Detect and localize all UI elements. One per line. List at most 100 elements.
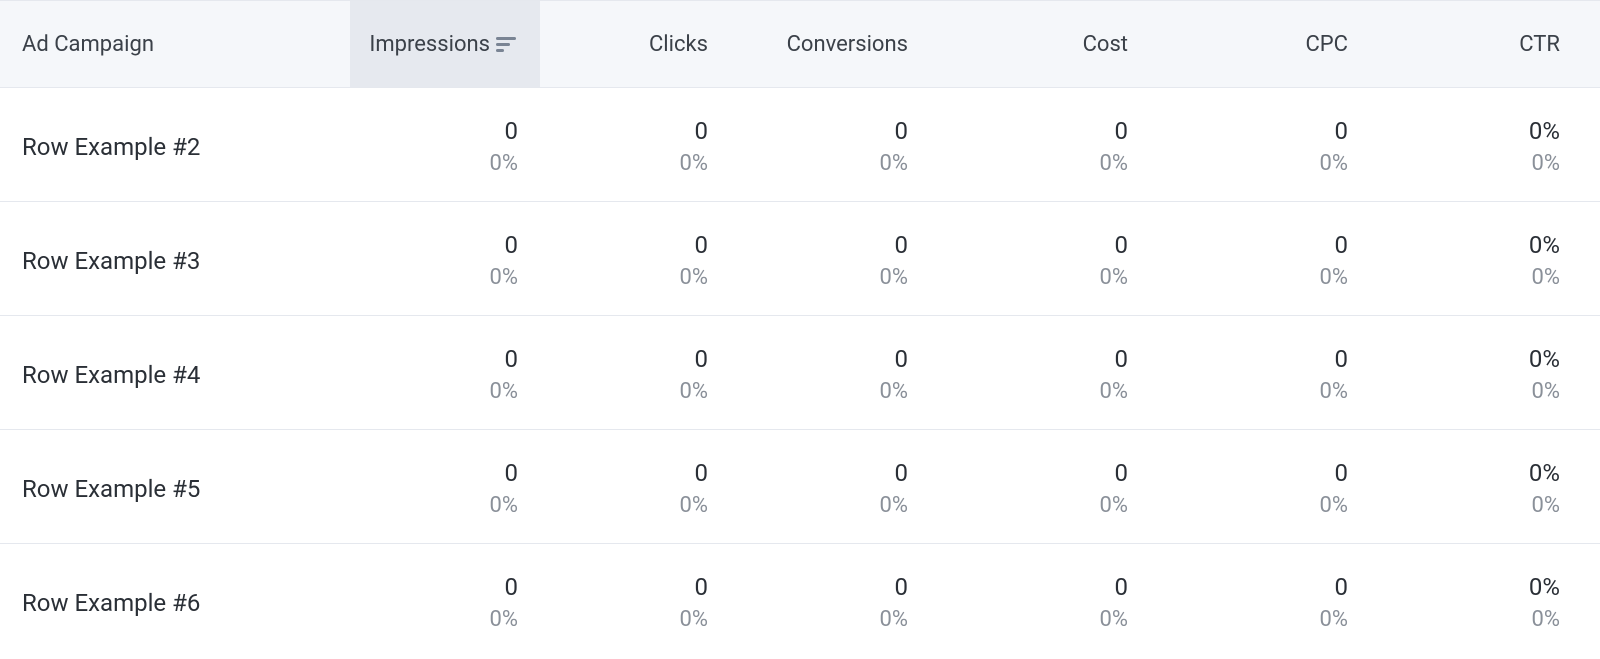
metric-value: 0 xyxy=(1115,458,1129,488)
table-row[interactable]: Row Example #3 0 0% 0 0% 0 0% 0 0% 0 0% xyxy=(0,202,1600,316)
cell-impressions: 0 0% xyxy=(350,544,540,658)
column-header-ctr[interactable]: CTR xyxy=(1370,1,1600,87)
metric-delta: 0% xyxy=(1320,378,1348,406)
campaign-name: Row Example #6 xyxy=(22,588,200,618)
cell-ctr: 0% 0% xyxy=(1370,430,1600,543)
metric-value: 0 xyxy=(1335,116,1349,146)
cell-campaign: Row Example #3 xyxy=(0,202,350,315)
cell-ctr: 0% 0% xyxy=(1370,202,1600,315)
metric-value: 0 xyxy=(505,344,519,374)
metric-delta: 0% xyxy=(490,492,518,520)
table-row[interactable]: Row Example #5 0 0% 0 0% 0 0% 0 0% 0 0% xyxy=(0,430,1600,544)
metric-value: 0% xyxy=(1529,344,1560,374)
metric-delta: 0% xyxy=(1100,606,1128,634)
cell-cpc: 0 0% xyxy=(1150,430,1370,543)
column-header-clicks[interactable]: Clicks xyxy=(540,1,730,87)
metric-value: 0 xyxy=(505,116,519,146)
metric-delta: 0% xyxy=(880,606,908,634)
metric-value: 0% xyxy=(1529,458,1560,488)
column-header-label: CPC xyxy=(1305,32,1348,57)
cell-cpc: 0 0% xyxy=(1150,88,1370,201)
metric-value: 0 xyxy=(1115,572,1129,602)
metric-delta: 0% xyxy=(880,150,908,178)
cell-ctr: 0% 0% xyxy=(1370,316,1600,429)
metric-delta: 0% xyxy=(1100,378,1128,406)
cell-cost: 0 0% xyxy=(930,430,1150,543)
cell-clicks: 0 0% xyxy=(540,202,730,315)
campaign-name: Row Example #4 xyxy=(22,360,200,390)
cell-cost: 0 0% xyxy=(930,544,1150,658)
cell-campaign: Row Example #4 xyxy=(0,316,350,429)
metric-delta: 0% xyxy=(490,264,518,292)
metric-value: 0% xyxy=(1529,572,1560,602)
column-header-campaign[interactable]: Ad Campaign xyxy=(0,1,350,87)
metric-value: 0 xyxy=(1335,344,1349,374)
metric-delta: 0% xyxy=(1532,606,1560,634)
column-header-label: Ad Campaign xyxy=(22,32,154,57)
metric-value: 0 xyxy=(695,572,709,602)
cell-campaign: Row Example #5 xyxy=(0,430,350,543)
cell-cost: 0 0% xyxy=(930,316,1150,429)
column-header-label: Clicks xyxy=(649,32,708,57)
metric-delta: 0% xyxy=(1100,264,1128,292)
column-header-label: Impressions xyxy=(369,32,490,57)
metric-value: 0 xyxy=(1115,116,1129,146)
column-header-conversions[interactable]: Conversions xyxy=(730,1,930,87)
cell-clicks: 0 0% xyxy=(540,316,730,429)
cell-conversions: 0 0% xyxy=(730,88,930,201)
table-header-row: Ad Campaign Impressions Clicks Conversio… xyxy=(0,0,1600,88)
column-header-label: Conversions xyxy=(787,32,908,57)
cell-clicks: 0 0% xyxy=(540,544,730,658)
column-header-label: CTR xyxy=(1519,32,1560,57)
metric-value: 0 xyxy=(695,116,709,146)
table-row[interactable]: Row Example #4 0 0% 0 0% 0 0% 0 0% 0 0% xyxy=(0,316,1600,430)
metric-value: 0 xyxy=(505,458,519,488)
cell-campaign: Row Example #6 xyxy=(0,544,350,658)
metric-value: 0 xyxy=(505,230,519,260)
metric-value: 0 xyxy=(1335,572,1349,602)
metric-delta: 0% xyxy=(680,378,708,406)
metric-delta: 0% xyxy=(490,378,518,406)
metric-value: 0 xyxy=(895,230,909,260)
cell-cost: 0 0% xyxy=(930,88,1150,201)
metric-value: 0 xyxy=(1115,344,1129,374)
metric-value: 0 xyxy=(695,344,709,374)
metric-value: 0 xyxy=(895,344,909,374)
column-header-impressions[interactable]: Impressions xyxy=(350,1,540,87)
metric-delta: 0% xyxy=(1320,150,1348,178)
metric-delta: 0% xyxy=(880,264,908,292)
metric-delta: 0% xyxy=(1100,150,1128,178)
metric-delta: 0% xyxy=(680,150,708,178)
metric-value: 0 xyxy=(1115,230,1129,260)
cell-conversions: 0 0% xyxy=(730,544,930,658)
cell-clicks: 0 0% xyxy=(540,88,730,201)
metric-delta: 0% xyxy=(680,264,708,292)
column-header-cost[interactable]: Cost xyxy=(930,1,1150,87)
cell-impressions: 0 0% xyxy=(350,88,540,201)
cell-impressions: 0 0% xyxy=(350,430,540,543)
metric-value: 0% xyxy=(1529,230,1560,260)
cell-conversions: 0 0% xyxy=(730,202,930,315)
metric-delta: 0% xyxy=(1532,378,1560,406)
cell-cpc: 0 0% xyxy=(1150,202,1370,315)
cell-impressions: 0 0% xyxy=(350,202,540,315)
campaign-name: Row Example #3 xyxy=(22,246,200,276)
cell-ctr: 0% 0% xyxy=(1370,88,1600,201)
table-body: Row Example #2 0 0% 0 0% 0 0% 0 0% 0 0% xyxy=(0,88,1600,658)
metric-delta: 0% xyxy=(680,492,708,520)
metric-delta: 0% xyxy=(1532,264,1560,292)
cell-campaign: Row Example #2 xyxy=(0,88,350,201)
metric-value: 0 xyxy=(505,572,519,602)
table-row[interactable]: Row Example #6 0 0% 0 0% 0 0% 0 0% 0 0% xyxy=(0,544,1600,658)
cell-ctr: 0% 0% xyxy=(1370,544,1600,658)
metric-delta: 0% xyxy=(1320,606,1348,634)
metric-value: 0 xyxy=(895,458,909,488)
metric-delta: 0% xyxy=(880,492,908,520)
campaign-metrics-table: Ad Campaign Impressions Clicks Conversio… xyxy=(0,0,1600,658)
metric-delta: 0% xyxy=(1532,150,1560,178)
table-row[interactable]: Row Example #2 0 0% 0 0% 0 0% 0 0% 0 0% xyxy=(0,88,1600,202)
column-header-cpc[interactable]: CPC xyxy=(1150,1,1370,87)
metric-delta: 0% xyxy=(1100,492,1128,520)
cell-conversions: 0 0% xyxy=(730,430,930,543)
metric-delta: 0% xyxy=(1320,492,1348,520)
